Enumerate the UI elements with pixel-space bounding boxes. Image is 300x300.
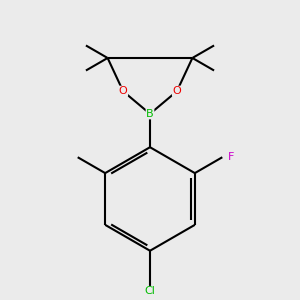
- Text: F: F: [228, 152, 235, 162]
- Text: O: O: [119, 86, 128, 96]
- Text: Cl: Cl: [145, 286, 155, 296]
- Text: O: O: [172, 86, 181, 96]
- Text: B: B: [146, 109, 154, 119]
